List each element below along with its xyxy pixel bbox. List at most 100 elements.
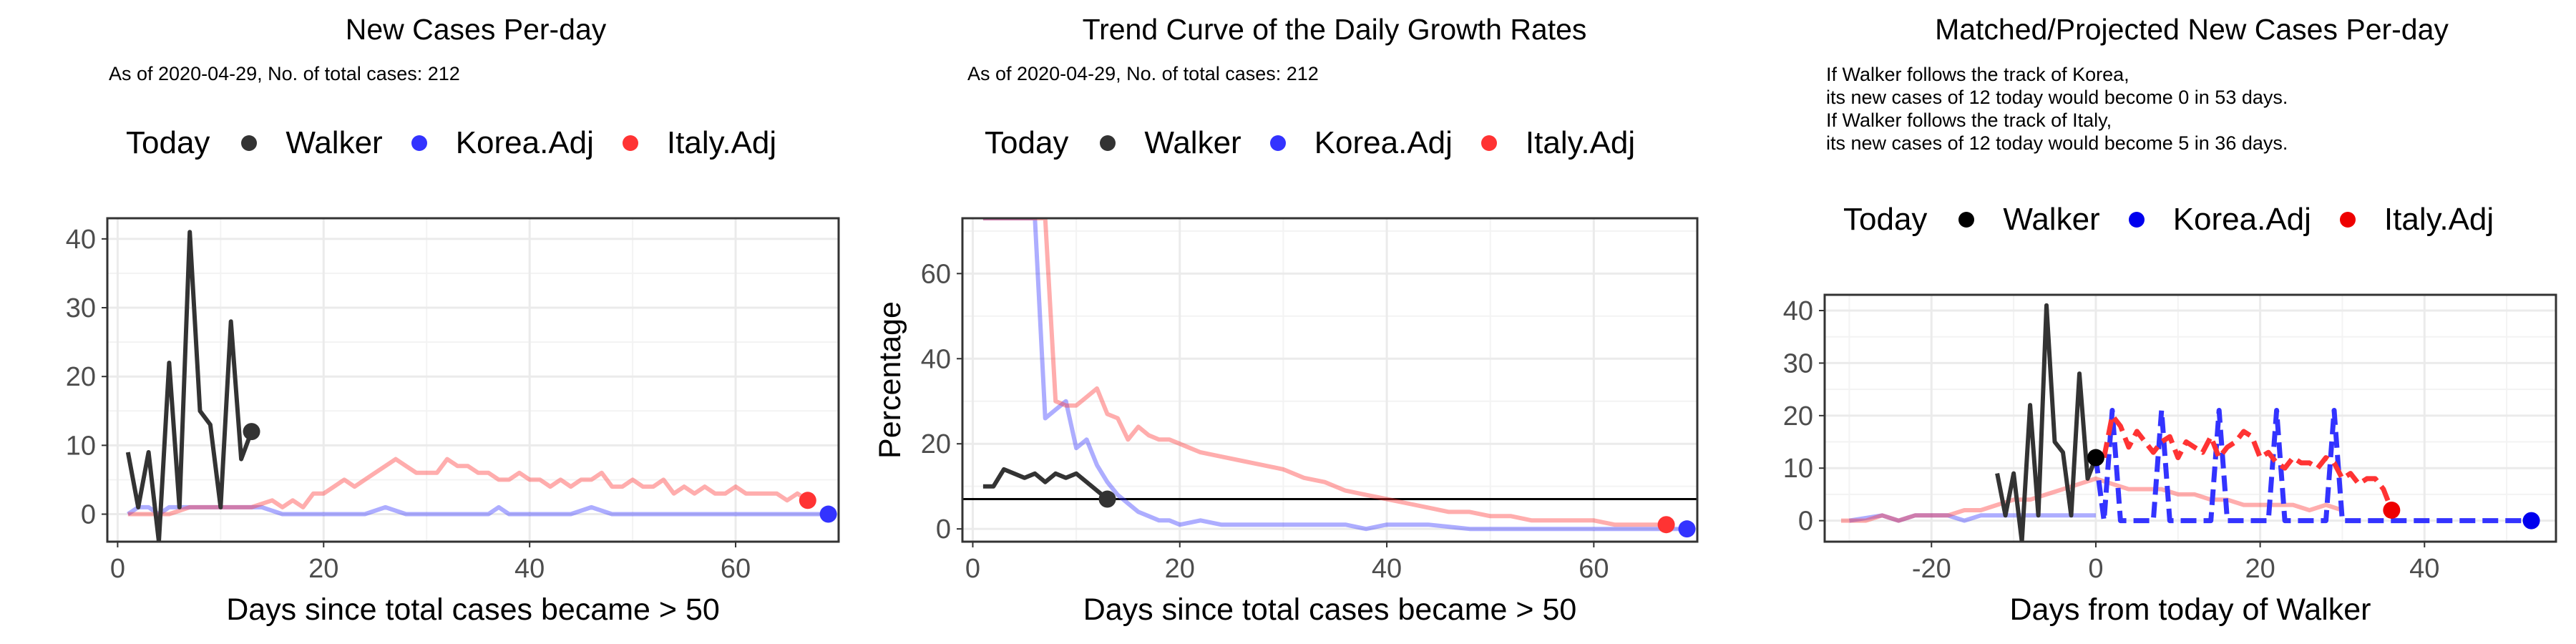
x-tick-label: 20 xyxy=(308,554,338,584)
series-line-italy-adj-projected xyxy=(2101,413,2394,512)
legend-label-walker: Walker xyxy=(2003,202,2100,237)
x-tick-label: 20 xyxy=(2245,554,2275,584)
legend-label-korea: Korea.Adj xyxy=(455,125,594,160)
legend-item-walker: Walker xyxy=(1958,202,2100,238)
series-line-italy-adj xyxy=(1841,476,2343,523)
legend-label-italy: Italy.Adj xyxy=(666,125,777,160)
series-line-korea-adj xyxy=(127,504,829,517)
x-tick-label: 0 xyxy=(2088,554,2103,584)
legend-title: Today xyxy=(126,125,210,160)
legend-item-italy: Italy.Adj xyxy=(2339,202,2494,238)
panel-border xyxy=(961,217,1699,543)
x-tick-label: 60 xyxy=(1579,554,1609,584)
plot-area: -20 0 20 40 0 10 20 30 40 Days from today of Walk… xyxy=(1783,293,2557,627)
y-tick-label: 20 xyxy=(66,362,96,392)
end-point-italy-adj xyxy=(1657,516,1675,534)
legend-label-walker: Walker xyxy=(286,125,383,160)
chart-subtitle: As of 2020-04-29, No. of total cases: 21… xyxy=(109,63,460,84)
y-tick-label: 60 xyxy=(921,259,951,289)
y-tick-label: 20 xyxy=(1783,401,1813,431)
legend-item-walker: Walker xyxy=(241,125,383,161)
x-axis-label: Days from today of Walker xyxy=(2010,592,2371,627)
x-tick-label: 20 xyxy=(1165,554,1195,584)
series-line-walker xyxy=(1995,303,2098,542)
legend-dot-walker xyxy=(241,135,258,151)
legend-title: Today xyxy=(985,125,1069,160)
end-point-korea-adj xyxy=(1678,520,1696,538)
y-tick-label: 40 xyxy=(1783,296,1813,326)
x-tick-label: 60 xyxy=(721,554,751,584)
x-tick-label: 40 xyxy=(2409,554,2439,584)
series-line-korea-adj xyxy=(1848,513,2096,523)
legend-item-walker: Walker xyxy=(1100,125,1241,161)
legend-dot-walker xyxy=(1100,135,1116,151)
y-tick-label: 10 xyxy=(66,431,96,461)
note-line: If Walker follows the track of Korea, xyxy=(1826,64,2129,85)
chart-title: Trend Curve of the Daily Growth Rates xyxy=(1082,13,1587,46)
legend-item-italy: Italy.Adj xyxy=(1480,125,1636,161)
legend-dot-korea xyxy=(2128,212,2145,228)
legend-item-korea: Korea.Adj xyxy=(2128,202,2311,238)
legend-label-walker: Walker xyxy=(1144,125,1241,160)
series-line-korea-adj xyxy=(982,218,1687,532)
legend-label-korea: Korea.Adj xyxy=(1314,125,1453,160)
legend-item-korea: Korea.Adj xyxy=(411,125,594,161)
x-tick-label: -20 xyxy=(1912,554,1951,584)
end-point-italy-adj xyxy=(799,492,816,509)
series-line-italy-adj xyxy=(982,218,1667,527)
y-tick-label: 10 xyxy=(1783,454,1813,484)
panel-projected: Matched/Projected New Cases Per-day If W… xyxy=(1717,0,2576,644)
series-line-italy-adj xyxy=(127,457,809,517)
legend-dot-walker xyxy=(1958,212,1975,228)
panel-border xyxy=(106,217,840,543)
legend-label-italy: Italy.Adj xyxy=(2384,202,2494,237)
x-tick-label: 0 xyxy=(110,554,125,584)
legend: Today Walker Korea.Adj Italy.Adj xyxy=(126,125,805,161)
x-tick-label: 0 xyxy=(965,554,980,584)
y-tick-label: 0 xyxy=(936,514,951,545)
end-point-italy-adj-projected xyxy=(2383,501,2401,519)
chart-subtitle: As of 2020-04-29, No. of total cases: 21… xyxy=(967,63,1319,84)
x-axis-label: Days since total cases became > 50 xyxy=(226,592,720,627)
legend-item-korea: Korea.Adj xyxy=(1269,125,1453,161)
chart-title: Matched/Projected New Cases Per-day xyxy=(1935,13,2449,46)
end-point-korea-adj xyxy=(819,505,837,523)
y-tick-label: 40 xyxy=(66,225,96,255)
chart-title: New Cases Per-day xyxy=(345,13,607,46)
legend: Today Walker Korea.Adj Italy.Adj xyxy=(1843,202,2522,238)
y-tick-label: 30 xyxy=(1783,348,1813,379)
note-line: If Walker follows the track of Italy, xyxy=(1826,109,2112,131)
end-point-walker xyxy=(1098,490,1116,508)
y-tick-label: 0 xyxy=(1798,507,1813,537)
panel-border xyxy=(1823,293,2557,543)
end-point-korea-adj-projected xyxy=(2522,512,2540,530)
legend-dot-korea xyxy=(411,135,427,151)
panel-growth-rates: Trend Curve of the Daily Growth Rates As… xyxy=(859,0,1717,644)
legend-label-italy: Italy.Adj xyxy=(1525,125,1636,160)
legend-dot-italy xyxy=(2339,212,2356,228)
y-tick-label: 20 xyxy=(921,429,951,459)
series-line-korea-adj-projected xyxy=(2093,408,2532,524)
y-tick-label: 30 xyxy=(66,293,96,323)
legend-dot-korea xyxy=(1269,135,1286,151)
y-tick-label: 0 xyxy=(81,500,96,530)
panel-new-cases: New Cases Per-day As of 2020-04-29, No. … xyxy=(0,0,859,644)
projection-notes: If Walker follows the track of Korea, it… xyxy=(1826,63,2288,155)
legend-item-italy: Italy.Adj xyxy=(622,125,777,161)
y-tick-label: 40 xyxy=(921,344,951,374)
end-point-walker xyxy=(2087,449,2104,467)
note-line: its new cases of 12 today would become 0… xyxy=(1826,87,2288,108)
legend-dot-italy xyxy=(622,135,638,151)
legend-label-korea: Korea.Adj xyxy=(2172,202,2311,237)
series-line-walker xyxy=(982,467,1109,501)
end-point-walker xyxy=(243,423,260,441)
y-axis-label: Percentage xyxy=(873,301,907,459)
note-line: its new cases of 12 today would become 5… xyxy=(1826,132,2288,154)
legend: Today Walker Korea.Adj Italy.Adj xyxy=(985,125,1664,161)
plot-area: 0 20 40 60 0 10 20 30 40 Days since total cases b… xyxy=(66,217,840,627)
x-tick-label: 40 xyxy=(1372,554,1402,584)
x-axis-label: Days since total cases became > 50 xyxy=(1083,592,1577,627)
series-line-walker xyxy=(125,230,254,542)
legend-title: Today xyxy=(1843,202,1928,237)
